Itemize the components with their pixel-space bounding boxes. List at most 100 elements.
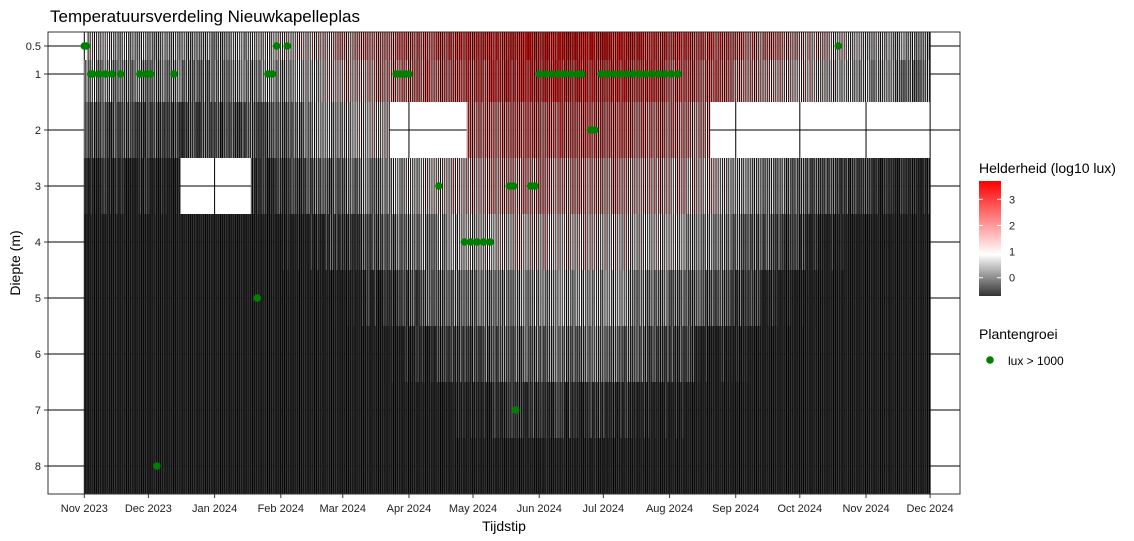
heatmap-cell xyxy=(774,158,777,214)
heatmap-cell xyxy=(868,32,871,60)
heatmap-cell xyxy=(379,214,382,270)
heatmap-cell xyxy=(163,158,166,214)
heatmap-cell xyxy=(682,60,685,102)
heatmap-cell xyxy=(539,214,542,270)
heatmap-cell xyxy=(306,270,309,326)
heatmap-cell xyxy=(174,158,177,214)
heatmap-cell xyxy=(428,158,431,214)
color-bar-tick-label: 1 xyxy=(1009,247,1015,259)
heatmap-cell xyxy=(464,32,467,60)
heatmap-cell xyxy=(464,438,467,494)
heatmap-cell xyxy=(404,60,407,102)
heatmap-cell xyxy=(485,270,488,326)
heatmap-cell xyxy=(652,158,655,214)
heatmap-cell xyxy=(267,158,271,214)
heatmap-cell xyxy=(353,60,356,102)
heatmap-cell xyxy=(244,270,247,326)
heatmap-cell xyxy=(169,102,172,158)
heatmap-cell xyxy=(703,270,706,326)
heatmap-cell xyxy=(778,32,781,60)
heatmap-cell xyxy=(699,326,702,382)
heatmap-cell xyxy=(148,32,151,60)
heatmap-cell xyxy=(776,326,779,382)
heatmap-cell xyxy=(180,326,183,382)
heatmap-cell xyxy=(889,214,892,270)
heatmap-cell xyxy=(684,32,687,60)
heatmap-cell xyxy=(660,382,664,438)
heatmap-cell xyxy=(667,32,670,60)
heatmap-cell xyxy=(684,270,687,326)
heatmap-cell xyxy=(680,32,683,60)
heatmap-cell xyxy=(913,382,916,438)
heatmap-cell xyxy=(537,326,540,382)
heatmap-cell xyxy=(430,382,433,438)
heatmap-cell xyxy=(94,158,98,214)
heatmap-cell xyxy=(564,382,568,438)
heatmap-cell xyxy=(92,438,95,494)
heatmap-cell xyxy=(596,270,600,326)
heatmap-cell xyxy=(564,102,568,158)
heatmap-cell xyxy=(261,326,264,382)
heatmap-cell xyxy=(592,214,595,270)
heatmap-cell xyxy=(498,270,501,326)
x-tick-label: Dec 2024 xyxy=(907,503,954,515)
heatmap-cell xyxy=(156,214,160,270)
heatmap-cell xyxy=(430,326,433,382)
heatmap-cell xyxy=(154,214,157,270)
heatmap-cell xyxy=(477,32,480,60)
heatmap-cell xyxy=(137,158,140,214)
heatmap-cell xyxy=(517,214,521,270)
heatmap-cell xyxy=(402,158,405,214)
heatmap-cell xyxy=(150,158,153,214)
heatmap-cell xyxy=(878,158,881,214)
heatmap-cell xyxy=(757,158,760,214)
heatmap-cell xyxy=(434,438,437,494)
heatmap-cell xyxy=(539,382,542,438)
heatmap-cell xyxy=(541,214,544,270)
heatmap-cell xyxy=(707,382,711,438)
heatmap-cell xyxy=(139,326,142,382)
heatmap-cell xyxy=(923,60,926,102)
heatmap-cell xyxy=(737,326,741,382)
heatmap-cell xyxy=(105,102,108,158)
heatmap-cell xyxy=(92,326,95,382)
heatmap-cell xyxy=(453,214,456,270)
heatmap-cell xyxy=(163,214,166,270)
heatmap-cell xyxy=(112,270,115,326)
heatmap-cell xyxy=(878,214,881,270)
heatmap-cell xyxy=(423,60,427,102)
heatmap-cell xyxy=(103,60,106,102)
heatmap-cell xyxy=(323,60,326,102)
heatmap-cell xyxy=(481,102,484,158)
heatmap-cell xyxy=(842,270,845,326)
heatmap-cell xyxy=(381,158,384,214)
heatmap-cell xyxy=(186,382,189,438)
heatmap-cell xyxy=(648,102,651,158)
heatmap-cell xyxy=(690,102,694,158)
heatmap-cell xyxy=(522,270,525,326)
heatmap-cell xyxy=(415,438,418,494)
heatmap-cell xyxy=(383,102,386,158)
heatmap-cell xyxy=(801,158,805,214)
plant-growth-point xyxy=(629,70,638,78)
heatmap-cell xyxy=(477,60,480,102)
heatmap-cell xyxy=(517,326,521,382)
heatmap-cell xyxy=(218,326,222,382)
heatmap-cell xyxy=(122,158,125,214)
heatmap-cell xyxy=(276,326,279,382)
heatmap-cell xyxy=(686,32,689,60)
heatmap-cell xyxy=(735,158,738,214)
heatmap-cell xyxy=(101,326,104,382)
heatmap-cell xyxy=(458,382,461,438)
heatmap-cell xyxy=(552,32,555,60)
heatmap-cell xyxy=(438,214,441,270)
heatmap-cell xyxy=(473,102,476,158)
heatmap-cell xyxy=(94,382,98,438)
heatmap-cell xyxy=(502,60,506,102)
heatmap-cell xyxy=(656,270,659,326)
heatmap-cell xyxy=(167,382,170,438)
heatmap-cell xyxy=(795,326,798,382)
heatmap-cell xyxy=(567,438,570,494)
heatmap-cell xyxy=(97,214,100,270)
heatmap-cell xyxy=(323,270,326,326)
